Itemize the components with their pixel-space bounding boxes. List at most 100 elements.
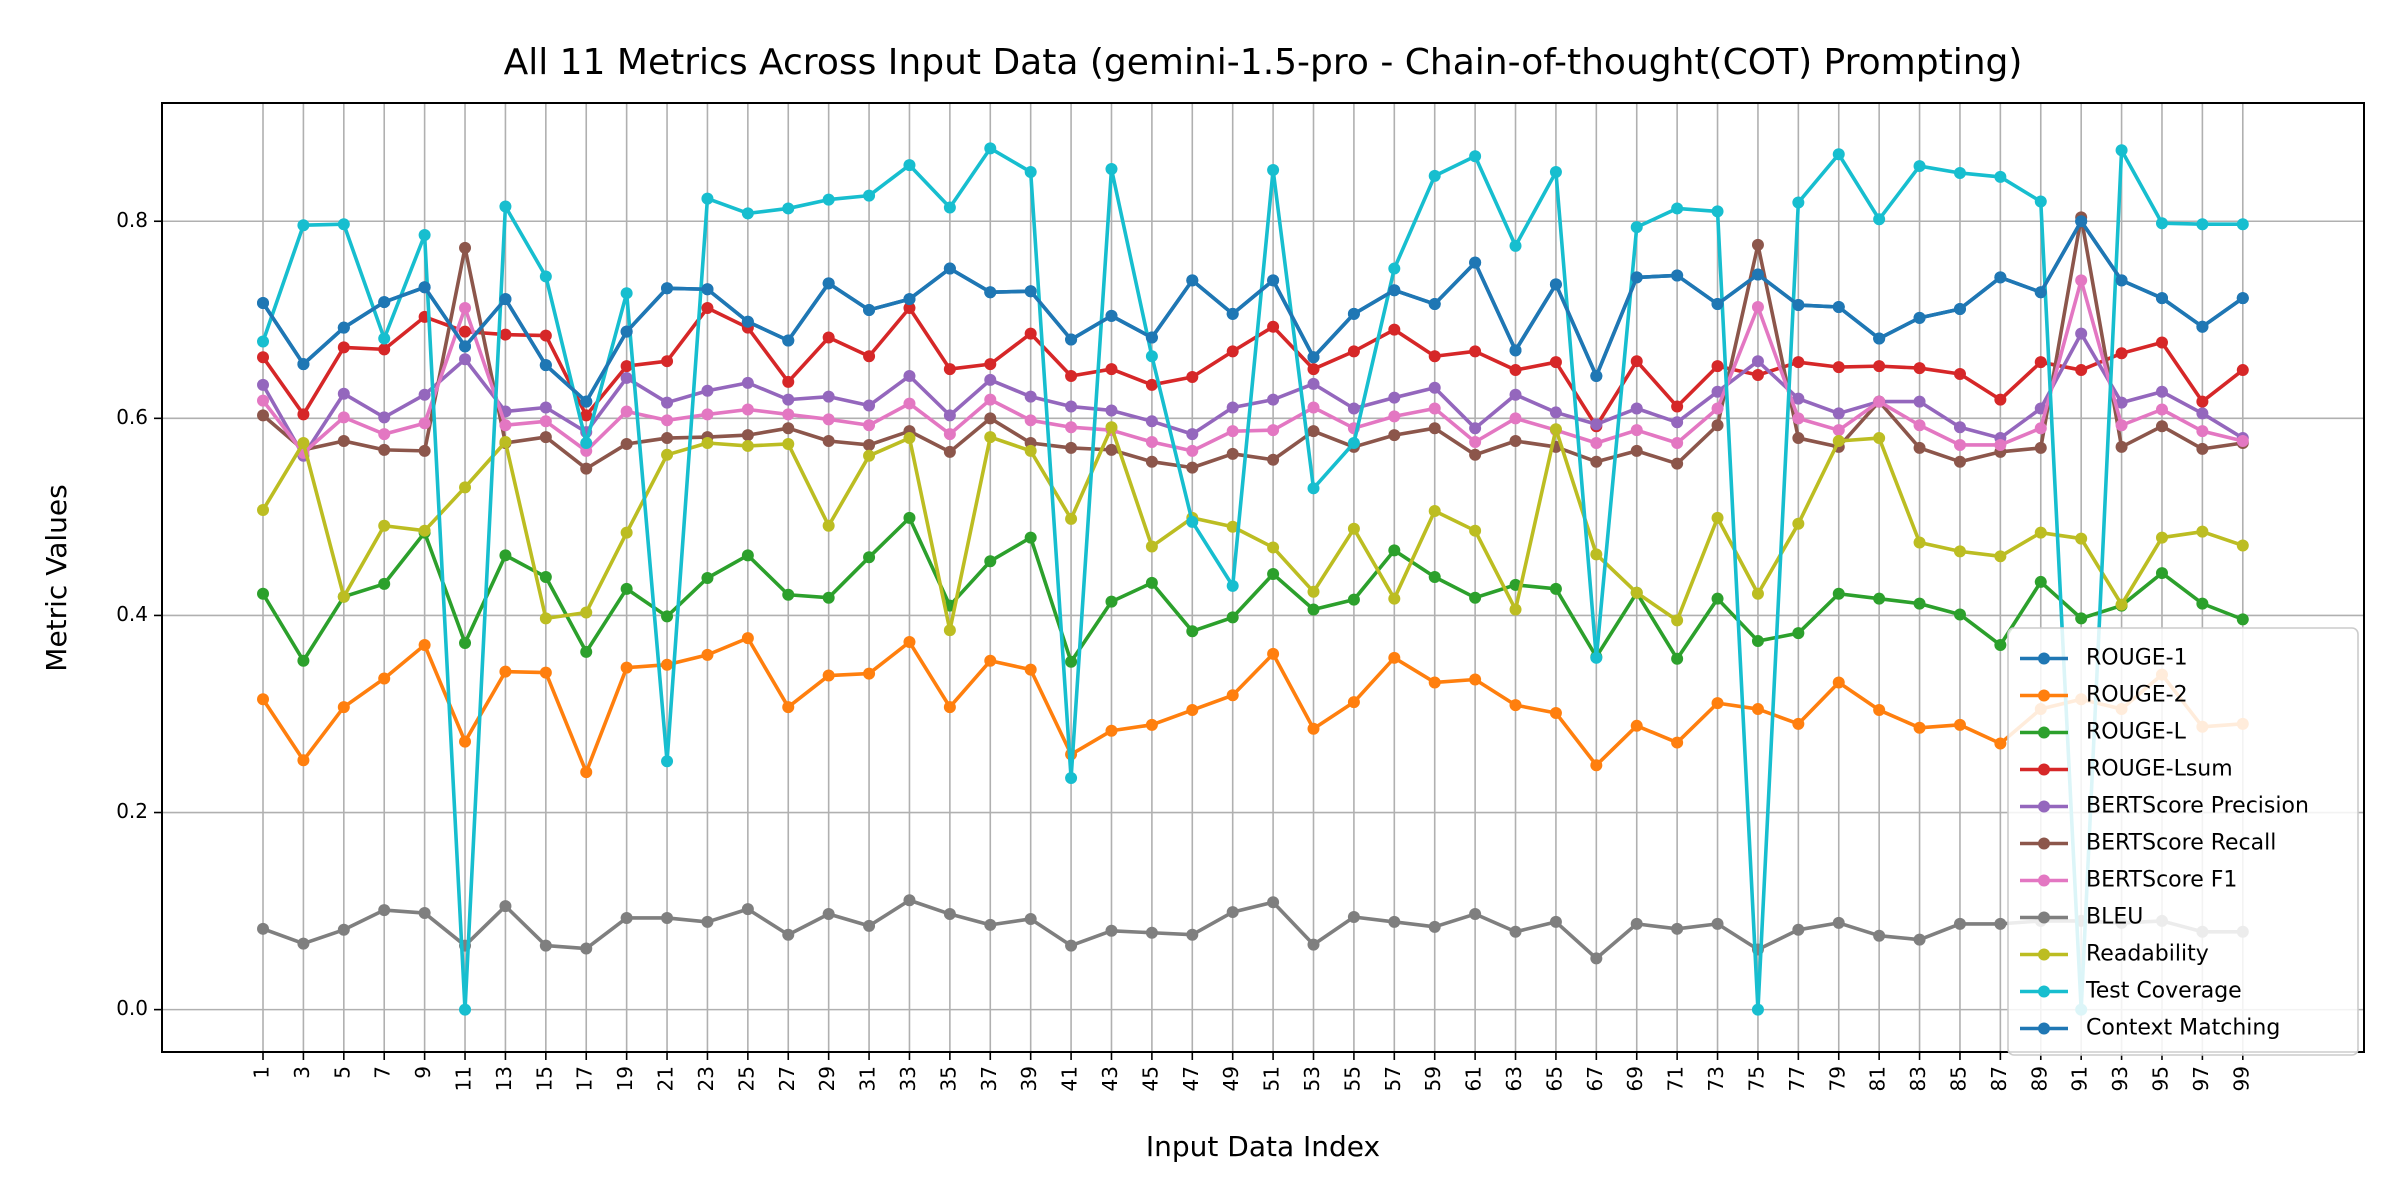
data-point — [418, 388, 431, 401]
data-point — [418, 524, 431, 537]
data-point — [1347, 522, 1360, 535]
data-point — [903, 432, 916, 445]
legend-swatch-marker — [2038, 911, 2050, 924]
data-point — [863, 449, 876, 462]
data-point — [1145, 350, 1158, 363]
data-point — [378, 428, 391, 441]
data-point — [1913, 419, 1926, 432]
x-tick-label: 33 — [896, 1066, 920, 1091]
data-point — [741, 903, 754, 916]
series-rouge-l — [257, 511, 2249, 668]
data-point — [701, 384, 714, 397]
legend-label: ROUGE-1 — [2086, 646, 2188, 671]
data-point — [984, 555, 997, 568]
data-point — [1549, 582, 1562, 595]
data-point — [1347, 402, 1360, 415]
y-tick-label: 0.8 — [116, 208, 148, 232]
data-point — [1994, 917, 2007, 930]
data-point — [1509, 578, 1522, 591]
data-point — [620, 287, 633, 300]
data-point — [1347, 696, 1360, 709]
data-point — [943, 428, 956, 441]
data-point — [1711, 511, 1724, 524]
data-point — [903, 511, 916, 524]
data-point — [2034, 286, 2047, 299]
data-point — [1913, 933, 1926, 946]
data-point — [620, 911, 633, 924]
data-point — [257, 394, 270, 407]
data-point — [1105, 404, 1118, 417]
data-point — [1509, 344, 1522, 357]
data-point — [1226, 579, 1239, 592]
data-point — [337, 923, 350, 936]
data-point — [863, 303, 876, 316]
data-point — [782, 422, 795, 435]
data-point — [1792, 196, 1805, 209]
data-point — [1913, 597, 1926, 610]
legend-item: ROUGE-1 — [2020, 646, 2188, 671]
data-point — [378, 411, 391, 424]
data-point — [1307, 603, 1320, 616]
data-point — [2196, 525, 2209, 538]
y-tick-label: 0.4 — [116, 602, 148, 626]
data-point — [1630, 355, 1643, 368]
data-point — [822, 193, 835, 206]
data-point — [1105, 924, 1118, 937]
data-point — [1145, 378, 1158, 391]
data-point — [903, 369, 916, 382]
data-point — [903, 397, 916, 410]
data-point — [903, 894, 916, 907]
data-point — [1469, 345, 1482, 358]
data-point — [1388, 544, 1401, 557]
data-point — [2236, 292, 2249, 305]
data-point — [539, 415, 552, 428]
plot-area-frame — [161, 102, 2365, 1053]
data-point — [1065, 772, 1078, 785]
data-point — [1469, 908, 1482, 921]
data-point — [580, 645, 593, 658]
data-point — [1145, 718, 1158, 731]
data-point — [2115, 419, 2128, 432]
data-point — [863, 350, 876, 363]
data-point — [297, 937, 310, 950]
data-point — [1226, 611, 1239, 624]
data-point — [2075, 532, 2088, 545]
data-point — [1873, 360, 1886, 373]
data-point — [620, 325, 633, 338]
data-point — [418, 907, 431, 920]
data-point — [1105, 309, 1118, 322]
data-point — [1024, 390, 1037, 403]
data-point — [257, 922, 270, 935]
data-point — [1711, 402, 1724, 415]
data-point — [1024, 444, 1037, 457]
data-point — [943, 201, 956, 214]
data-point — [943, 262, 956, 275]
data-point — [984, 358, 997, 371]
data-point — [459, 241, 472, 254]
data-point — [984, 654, 997, 667]
data-point — [1388, 429, 1401, 442]
data-point — [1226, 307, 1239, 320]
x-tick-label: 87 — [1987, 1066, 2011, 1091]
data-point — [741, 632, 754, 645]
data-point — [943, 409, 956, 422]
data-point — [903, 301, 916, 314]
data-point — [1711, 385, 1724, 398]
data-point — [822, 519, 835, 532]
data-point — [782, 588, 795, 601]
data-point — [1751, 703, 1764, 716]
data-point — [1065, 655, 1078, 668]
data-point — [1630, 424, 1643, 437]
data-point — [1267, 896, 1280, 909]
data-point — [539, 329, 552, 342]
data-point — [257, 409, 270, 422]
data-point — [741, 376, 754, 389]
x-tick-label: 15 — [532, 1066, 556, 1091]
data-point — [1671, 457, 1684, 470]
legend-swatch-marker — [2038, 689, 2050, 702]
data-point — [1469, 591, 1482, 604]
data-point — [1065, 441, 1078, 454]
data-point — [1832, 587, 1845, 600]
data-point — [863, 919, 876, 932]
x-tick-label: 45 — [1138, 1066, 1162, 1091]
